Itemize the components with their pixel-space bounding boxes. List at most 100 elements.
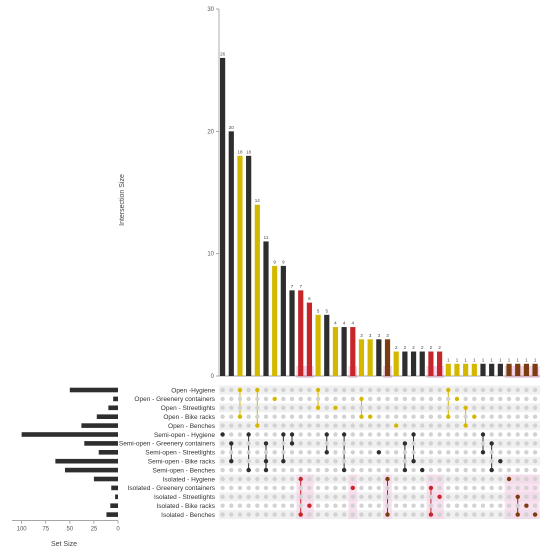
matrix-dot-empty [324, 423, 329, 428]
bar-value-label: 6 [308, 296, 311, 301]
matrix-dot-empty [350, 476, 355, 482]
set-size-bar [81, 423, 118, 428]
matrix-dot-empty [229, 467, 234, 473]
matrix-dot-empty [229, 503, 234, 508]
matrix-dot-empty [307, 476, 312, 482]
matrix-dot-empty [315, 396, 321, 402]
matrix-dot-empty [220, 476, 225, 482]
matrix-dot-empty [359, 494, 364, 499]
bar-value-label: 1 [456, 357, 459, 362]
matrix-dot-empty [480, 441, 486, 446]
matrix-dot-empty [289, 485, 295, 491]
matrix-dot-empty [385, 459, 390, 464]
intersection-bar [445, 363, 451, 376]
matrix-dot-empty [480, 512, 486, 517]
matrix-dot-empty [446, 441, 451, 446]
matrix-dot-empty [307, 441, 312, 446]
matrix-dot-filled [350, 485, 355, 491]
matrix-dot-empty [272, 423, 277, 428]
bar-value-label: 1 [447, 357, 450, 362]
matrix-dot-empty [420, 459, 425, 464]
matrix-dot-empty [220, 423, 225, 428]
intersection-bar [463, 363, 469, 376]
matrix-dot-empty [385, 432, 390, 437]
matrix-dot-empty [498, 494, 503, 499]
matrix-dot-empty [281, 414, 286, 419]
matrix-dot-filled [229, 441, 234, 446]
bar-value-label: 2 [438, 345, 441, 350]
matrix-dot-empty [446, 396, 451, 402]
matrix-dot-empty [341, 503, 347, 508]
matrix-dot-empty [524, 432, 529, 437]
matrix-dot-empty [255, 512, 260, 517]
matrix-dot-empty [229, 512, 234, 517]
intersection-bar [489, 363, 495, 376]
matrix-dot-empty [272, 494, 277, 499]
matrix-dot-empty [376, 485, 382, 491]
matrix-dot-empty [315, 467, 321, 473]
matrix-dot-empty [472, 405, 477, 410]
matrix-dot-empty [324, 387, 329, 393]
matrix-dot-empty [341, 485, 347, 491]
matrix-dot-filled [255, 387, 260, 393]
matrix-dot-empty [255, 467, 260, 473]
matrix-dot-empty [237, 396, 243, 402]
matrix-dot-empty [411, 503, 416, 508]
intersection-bar [410, 351, 417, 376]
matrix-dot-empty [263, 494, 269, 499]
bar-value-label: 3 [378, 333, 381, 338]
matrix-dot-empty [333, 494, 338, 499]
matrix-dot-empty [220, 485, 225, 491]
intersection-bar [497, 363, 503, 376]
matrix-dot-empty [454, 405, 460, 410]
matrix-dot-empty [498, 432, 503, 437]
matrix-dot-empty [246, 512, 251, 517]
matrix-dot-empty [289, 494, 295, 499]
matrix-dot-empty [420, 423, 425, 428]
matrix-dot-empty [255, 441, 260, 446]
matrix-dot-empty [359, 423, 364, 428]
matrix-dot-empty [506, 503, 512, 508]
matrix-dot-empty [437, 432, 442, 437]
matrix-dot-empty [255, 450, 260, 455]
matrix-dot-empty [515, 476, 520, 482]
matrix-dot-empty [359, 441, 364, 446]
intersection-bar [532, 363, 538, 376]
matrix-dot-empty [506, 494, 512, 499]
matrix-dot-filled [411, 459, 416, 464]
matrix-dot-empty [341, 450, 347, 455]
matrix-dot-empty [298, 387, 303, 393]
matrix-dot-empty [463, 503, 468, 508]
matrix-dot-empty [367, 387, 373, 393]
matrix-dot-empty [480, 423, 486, 428]
matrix-dot-empty [220, 396, 225, 402]
intersection-bar [324, 314, 330, 376]
matrix-dot-empty [367, 503, 373, 508]
bar-value-label: 26 [220, 51, 226, 56]
matrix-dot-empty [237, 432, 243, 437]
y-tick-label: 10 [207, 252, 214, 258]
matrix-dot-empty [437, 450, 442, 455]
set-size-bar [93, 476, 118, 482]
matrix-dot-empty [289, 459, 295, 464]
matrix-dot-empty [463, 512, 468, 517]
bar-value-label: 4 [343, 321, 346, 326]
intersection-bar [428, 351, 434, 376]
matrix-dot-filled [324, 450, 329, 455]
matrix-dot-empty [394, 414, 399, 419]
matrix-dot-empty [394, 476, 399, 482]
matrix-dot-empty [359, 476, 364, 482]
matrix-dot-empty [263, 503, 269, 508]
matrix-dot-empty [359, 512, 364, 517]
matrix-dot-empty [506, 512, 512, 517]
bar-value-label: 14 [255, 198, 261, 203]
matrix-dot-empty [315, 512, 321, 517]
matrix-dot-empty [489, 485, 494, 491]
intersection-bar [358, 339, 365, 376]
matrix-dot-empty [532, 485, 538, 491]
matrix-dot-empty [341, 405, 347, 410]
intersection-bar [289, 290, 295, 376]
matrix-dot-empty [307, 494, 312, 499]
matrix-dot-empty [333, 441, 338, 446]
matrix-dot-empty [446, 512, 451, 517]
